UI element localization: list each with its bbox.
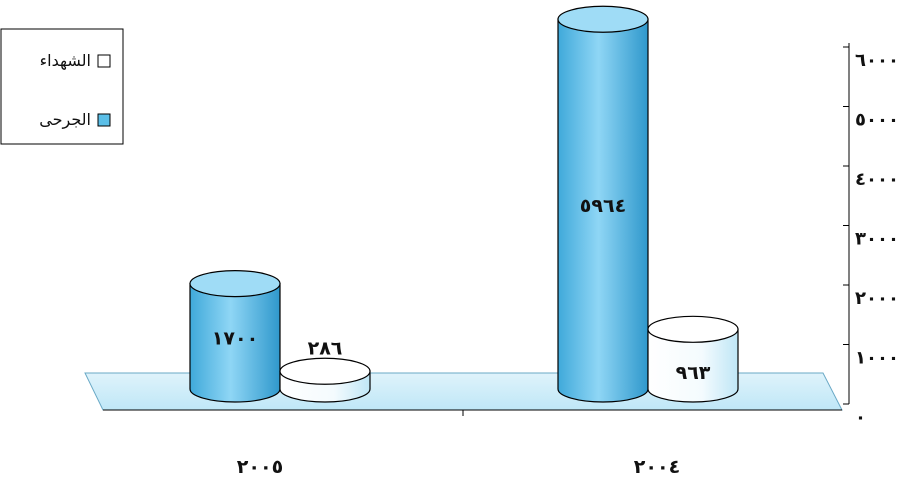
y-tick-label: ٦٠٠٠ — [855, 50, 899, 71]
bar-top — [189, 270, 281, 298]
data-label: ٩٦٣ — [676, 362, 711, 384]
y-tick-label: ٥٠٠٠ — [855, 110, 899, 131]
bar: ٩٦٣ — [647, 315, 739, 403]
bar-top — [279, 357, 371, 385]
bar-body — [557, 18, 649, 403]
x-tick-label: ٢٠٠٥ — [237, 456, 283, 478]
y-axis: ٠ ١٠٠٠ ٢٠٠٠ ٣٠٠٠ ٤٠٠٠ ٥٠٠٠ ٦٠٠٠ — [843, 43, 899, 428]
data-label: ٢٨٦ — [308, 337, 343, 359]
y-tick-label: ٢٠٠٠ — [855, 288, 899, 309]
bar-body — [189, 283, 281, 403]
legend-label: الشهداء — [40, 51, 91, 71]
bars: ١٧٠٠ ٥٩٦٤ ٢٨٦ ٩٦٣ — [189, 5, 739, 403]
bar-top — [647, 315, 739, 343]
legend-swatch — [97, 113, 111, 127]
x-tick-label: ٢٠٠٤ — [634, 456, 680, 478]
legend-label: الجرحى — [39, 110, 91, 130]
x-axis: ٢٠٠٥ ٢٠٠٤ — [103, 409, 842, 478]
data-label: ٥٩٦٤ — [580, 195, 626, 217]
y-tick-label: ٤٠٠٠ — [855, 169, 899, 190]
bar: ١٧٠٠ — [189, 270, 281, 403]
y-tick-label: ٣٠٠٠ — [855, 229, 899, 250]
legend-swatch — [97, 54, 111, 68]
bar: ٥٩٦٤ — [557, 5, 649, 403]
data-label: ١٧٠٠ — [212, 327, 258, 349]
legend: الشهداء الجرحى — [0, 28, 124, 145]
bar-top — [557, 5, 649, 33]
y-tick-label: ٠ — [855, 407, 866, 428]
bar: ٢٨٦ — [279, 337, 371, 403]
y-tick-label: ١٠٠٠ — [855, 348, 899, 369]
bar-body — [647, 328, 739, 403]
